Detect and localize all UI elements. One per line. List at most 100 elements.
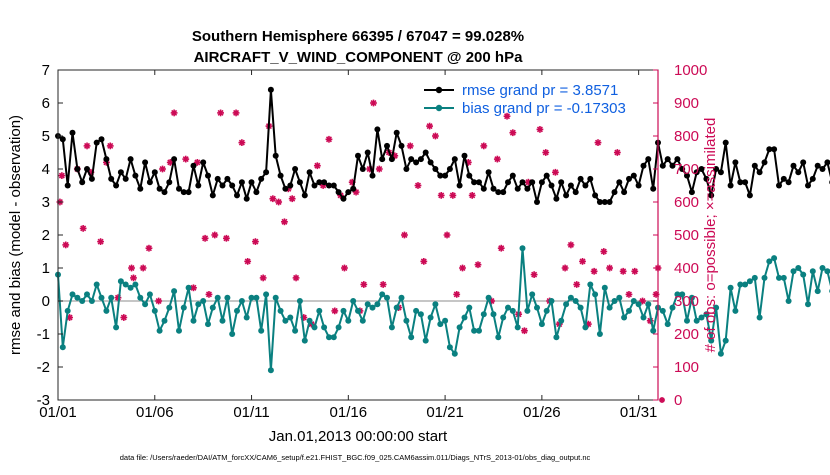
bias-point [645, 301, 652, 308]
obs-count-point [406, 142, 414, 150]
rmse-point [814, 162, 821, 169]
y-left-tick-label: 2 [42, 227, 50, 244]
obs-count-point [509, 129, 517, 137]
bias-point [466, 304, 473, 311]
obs-count-stroke [66, 314, 73, 321]
rmse-point [388, 156, 395, 163]
plot-area [57, 69, 659, 401]
bias-point [553, 334, 560, 341]
rmse-point [79, 179, 86, 186]
rmse-point [509, 172, 516, 179]
obs-count-point [222, 234, 230, 242]
rmse-point [146, 179, 153, 186]
obs-count-stroke [128, 264, 135, 272]
obs-count-stroke [474, 261, 482, 268]
obs-count-point [360, 281, 368, 288]
obs-count-point [281, 218, 288, 226]
y-left-tick-label: 6 [42, 95, 50, 112]
bias-point [432, 301, 439, 308]
obs-count-point [269, 195, 277, 203]
obs-count-point [573, 281, 581, 288]
bias-point [471, 327, 478, 334]
obs-count-stroke [562, 264, 569, 272]
obs-count-stroke [606, 264, 613, 272]
obs-count-point [631, 267, 639, 275]
bias-point [200, 298, 207, 304]
y-right-tick-label: 700 [674, 161, 699, 178]
rmse-point [272, 152, 279, 159]
bias-point [519, 245, 526, 252]
rmse-point [306, 169, 313, 176]
obs-count-stroke [459, 264, 466, 272]
rmse-point [529, 179, 536, 186]
rmse-point [263, 169, 270, 176]
rmse-point [384, 142, 390, 149]
bias-point [113, 324, 120, 331]
obs-count-point [619, 267, 627, 275]
legend: rmse grand pr = 3.8571 bias grand pr = -… [424, 82, 626, 117]
obs-count-point [325, 135, 333, 143]
obs-count-point [600, 248, 608, 255]
obs-count-point [503, 112, 511, 120]
rmse-point [340, 195, 347, 202]
bias-point [326, 334, 332, 341]
bias-point [659, 307, 666, 314]
rmse-point [819, 166, 826, 172]
obs-count-stroke [600, 248, 607, 255]
bias-point [437, 321, 444, 328]
rmse-point [679, 166, 686, 172]
bias-point [379, 291, 386, 298]
rmse-point [795, 169, 802, 176]
bias-point [621, 314, 628, 321]
rmse-point [437, 172, 444, 179]
rmse-point [171, 156, 178, 163]
bias-point [427, 314, 434, 321]
bias-point [69, 291, 76, 298]
rmse-point [485, 169, 492, 176]
rmse-point [630, 172, 637, 179]
rmse-point [282, 185, 289, 192]
rmse-point [427, 159, 434, 166]
obs-count-point [468, 192, 476, 199]
obs-count-point [106, 142, 114, 150]
obs-count-point [401, 231, 408, 239]
bias-point [524, 307, 531, 314]
obs-count-point [252, 238, 259, 245]
obs-count-stroke [579, 258, 586, 265]
bias-point [403, 317, 410, 324]
rmse-point [664, 156, 671, 163]
rmse-point [316, 179, 323, 186]
bias-point [708, 337, 715, 344]
bias-point [393, 304, 400, 311]
bias-point [674, 291, 681, 298]
rmse-point [708, 192, 715, 199]
rmse-point [379, 156, 386, 163]
obs-count-stroke [480, 142, 487, 149]
obs-count-stroke [155, 297, 162, 305]
obs-count-stroke [217, 109, 224, 116]
bias-point [384, 294, 390, 301]
rmse-point [640, 162, 647, 169]
obs-count-stroke [80, 225, 87, 232]
rmse-point [669, 162, 676, 169]
rmse-point [248, 179, 255, 186]
obs-count-stroke [370, 99, 377, 107]
obs-count-stroke [449, 192, 456, 199]
obs-count-stroke [521, 327, 528, 334]
rmse-point [335, 189, 342, 196]
obs-count-stroke [504, 113, 511, 120]
rmse-point [113, 182, 120, 189]
rmse-point [645, 156, 652, 163]
obs-count-stroke [594, 139, 602, 146]
bias-point [219, 317, 226, 324]
obs-count-point [530, 271, 538, 278]
bias-series-layer [55, 245, 830, 374]
bias-point [277, 307, 284, 314]
rmse-point [756, 169, 763, 176]
bias-point [500, 314, 507, 321]
bias-point [195, 301, 202, 308]
rmse-point [466, 172, 473, 179]
obs-count-stroke [420, 258, 427, 265]
rmse-point [243, 195, 250, 202]
bias-point [456, 324, 463, 331]
